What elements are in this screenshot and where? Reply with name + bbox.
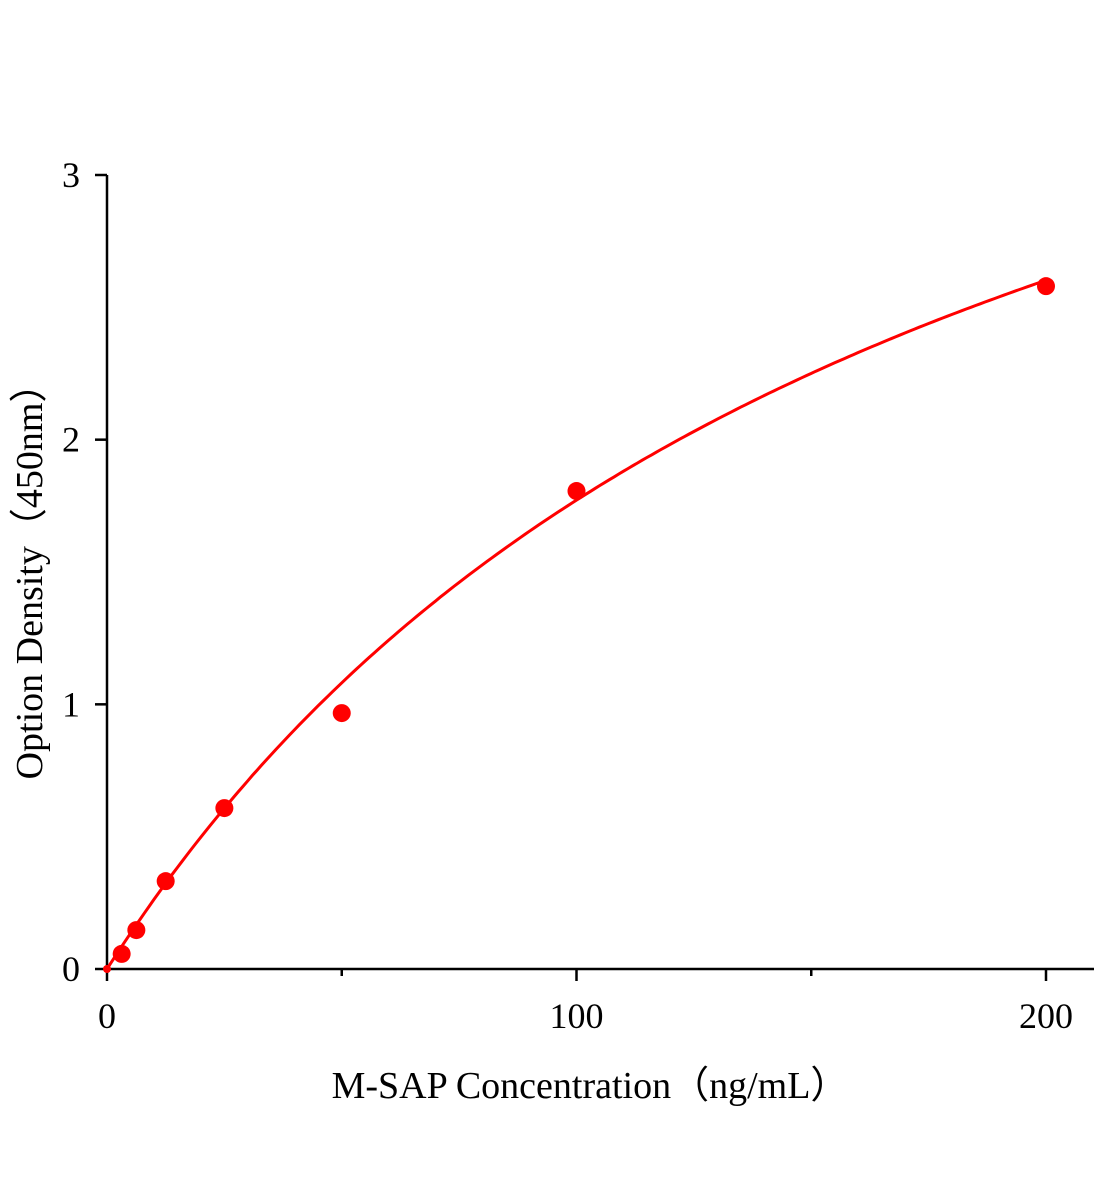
y-tick-label: 0 xyxy=(62,949,80,989)
fit-curve xyxy=(105,278,1047,970)
x-tick-label: 100 xyxy=(550,996,604,1036)
data-point xyxy=(1037,277,1055,296)
x-axis-label: M-SAP Concentration（ng/mL） xyxy=(332,1065,849,1107)
data-point xyxy=(103,965,111,973)
y-tick-label: 1 xyxy=(62,684,80,724)
y-axis-label: Option Density（450nm） xyxy=(9,365,51,780)
axes: 0 100 200 0 1 2 3 xyxy=(62,155,1094,1036)
data-point xyxy=(215,799,234,818)
data-point xyxy=(112,944,131,963)
x-tick-label: 200 xyxy=(1019,996,1073,1036)
data-point xyxy=(127,921,146,940)
y-tick-label: 3 xyxy=(62,155,80,195)
y-tick-label: 2 xyxy=(62,420,80,460)
data-point xyxy=(156,872,175,891)
x-tick-label: 0 xyxy=(98,996,116,1036)
data-point xyxy=(332,704,351,723)
data-point xyxy=(567,482,586,501)
data-points xyxy=(103,277,1055,973)
